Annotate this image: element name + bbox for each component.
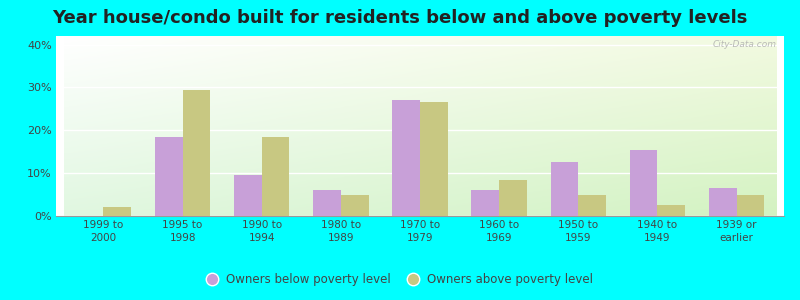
Legend: Owners below poverty level, Owners above poverty level: Owners below poverty level, Owners above… — [202, 269, 598, 291]
Bar — [709, 188, 737, 216]
Bar — [578, 195, 606, 216]
Bar — [737, 195, 764, 216]
Bar — [103, 207, 131, 216]
Bar — [341, 195, 369, 216]
Bar — [499, 180, 527, 216]
Bar — [658, 205, 685, 216]
Bar — [182, 90, 210, 216]
Bar — [550, 162, 578, 216]
Text: Year house/condo built for residents below and above poverty levels: Year house/condo built for residents bel… — [52, 9, 748, 27]
Bar — [420, 102, 448, 216]
Bar — [234, 175, 262, 216]
Bar — [471, 190, 499, 216]
Bar — [392, 100, 420, 216]
Bar — [630, 150, 658, 216]
Bar — [313, 190, 341, 216]
Text: City-Data.com: City-Data.com — [713, 40, 777, 49]
Bar — [155, 137, 182, 216]
Bar — [262, 137, 290, 216]
